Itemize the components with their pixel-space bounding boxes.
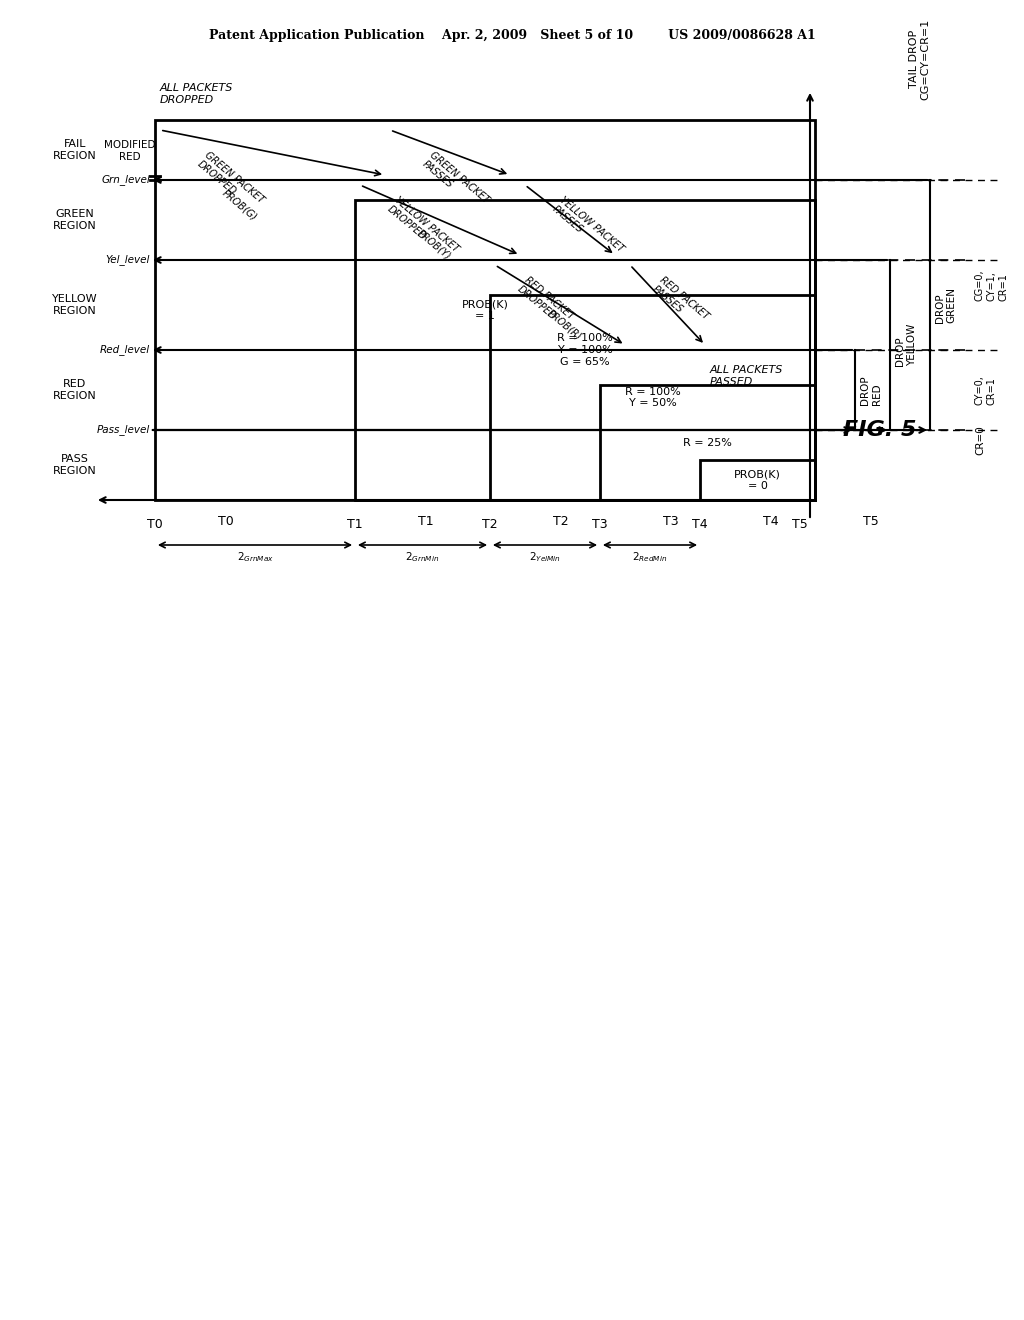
Text: DROP
GREEN: DROP GREEN [935, 286, 956, 323]
Text: T1: T1 [347, 517, 362, 531]
Text: T3: T3 [592, 517, 608, 531]
Text: $2_{GrnMin}$: $2_{GrnMin}$ [406, 550, 439, 564]
Text: T0: T0 [147, 517, 163, 531]
Text: T1: T1 [418, 515, 434, 528]
Text: CR=0: CR=0 [975, 425, 985, 455]
Text: Yel_level: Yel_level [105, 255, 150, 265]
Text: GREEN PACKET
PASSES: GREEN PACKET PASSES [420, 150, 490, 214]
Text: YELLOW PACKET
PASSES: YELLOW PACKET PASSES [550, 195, 626, 263]
Text: PASS
REGION: PASS REGION [53, 454, 97, 475]
Bar [700, 459, 815, 500]
Text: T4: T4 [763, 515, 779, 528]
Text: ALL PACKETS
PASSED: ALL PACKETS PASSED [710, 366, 783, 387]
Text: Patent Application Publication    Apr. 2, 2009   Sheet 5 of 10        US 2009/00: Patent Application Publication Apr. 2, 2… [209, 29, 815, 41]
Text: R = 25%: R = 25% [683, 437, 732, 447]
Text: DROP
YELLOW: DROP YELLOW [895, 323, 916, 366]
Text: FAIL
REGION: FAIL REGION [53, 139, 97, 161]
Text: YELLOW
REGION: YELLOW REGION [52, 294, 98, 315]
Bar [155, 120, 815, 500]
Text: PROB(G): PROB(G) [220, 187, 259, 222]
Text: Red_level: Red_level [100, 345, 150, 355]
Text: T2: T2 [553, 515, 568, 528]
Text: R = 100%
Y = 100%
G = 65%: R = 100% Y = 100% G = 65% [557, 334, 613, 367]
Text: DROP
RED: DROP RED [860, 375, 882, 405]
Text: MODIFIED
RED: MODIFIED RED [104, 140, 156, 162]
Text: PROB(R): PROB(R) [545, 308, 583, 342]
Bar [600, 385, 815, 500]
Text: YELLOW PACKET
DROPPED: YELLOW PACKET DROPPED [385, 195, 461, 263]
Text: R = 100%
Y = 50%: R = 100% Y = 50% [625, 387, 680, 408]
Text: RED PACKET
PASSES: RED PACKET PASSES [650, 275, 711, 330]
Text: FIG. 5: FIG. 5 [843, 420, 916, 440]
Text: T5: T5 [863, 515, 879, 528]
Text: $2_{YelMin}$: $2_{YelMin}$ [529, 550, 561, 564]
Text: RED PACKET
DROPPED: RED PACKET DROPPED [515, 275, 575, 330]
Bar [355, 201, 815, 500]
Text: Pass_level: Pass_level [96, 425, 150, 436]
Text: GREEN
REGION: GREEN REGION [53, 209, 97, 231]
Text: $2_{GrnMax}$: $2_{GrnMax}$ [237, 550, 273, 564]
Text: ALL PACKETS
DROPPED: ALL PACKETS DROPPED [160, 83, 233, 106]
Text: Grn_level: Grn_level [101, 174, 150, 185]
Text: T3: T3 [664, 515, 679, 528]
Text: $2_{RedMin}$: $2_{RedMin}$ [633, 550, 668, 564]
Text: RED
REGION: RED REGION [53, 379, 97, 401]
Text: T2: T2 [482, 517, 498, 531]
Text: GREEN PACKET
DROPPED: GREEN PACKET DROPPED [195, 150, 265, 214]
Text: CY=0,
CR=1: CY=0, CR=1 [975, 375, 996, 405]
Text: PROB(K)
= 0: PROB(K) = 0 [734, 469, 781, 491]
Text: PROB(Y): PROB(Y) [415, 228, 453, 261]
Text: TAIL DROP
CG=CY=CR=1: TAIL DROP CG=CY=CR=1 [909, 18, 931, 100]
Bar [490, 294, 815, 500]
Text: T4: T4 [692, 517, 708, 531]
Text: CG=0,
CY=1,
CR=1: CG=0, CY=1, CR=1 [975, 269, 1009, 301]
Text: PROB(K)
= 1: PROB(K) = 1 [462, 300, 509, 321]
Text: T0: T0 [218, 515, 233, 528]
Text: T5: T5 [793, 517, 808, 531]
